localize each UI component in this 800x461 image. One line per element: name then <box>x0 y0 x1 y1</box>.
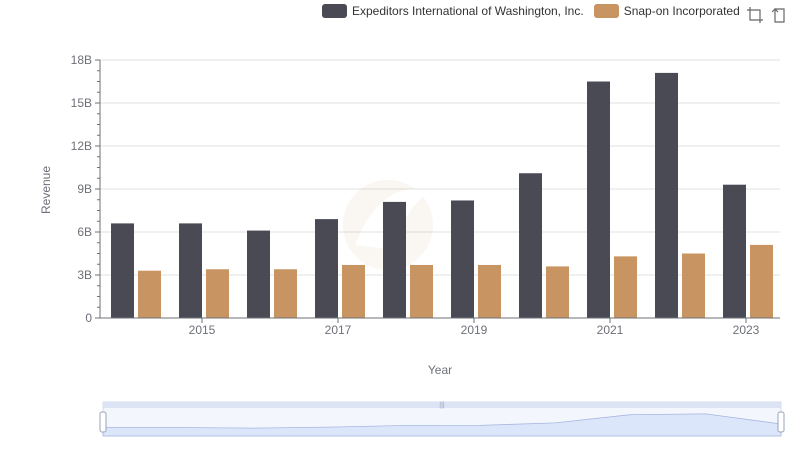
y-tick-label: 15B <box>71 96 92 110</box>
x-tick-label: 2023 <box>733 323 760 337</box>
y-tick-label: 9B <box>77 182 92 196</box>
legend-item-expeditors[interactable]: Expeditors International of Washington, … <box>322 4 584 18</box>
legend: Expeditors International of Washington, … <box>322 4 750 18</box>
bar-expeditors-2015[interactable] <box>179 223 202 318</box>
legend-label-expeditors: Expeditors International of Washington, … <box>352 4 584 18</box>
legend-swatch-snap-on <box>593 4 619 18</box>
bar-expeditors-2017[interactable] <box>315 219 338 318</box>
bar-snap-on-2022[interactable] <box>682 253 705 319</box>
zoom-select-icon[interactable] <box>746 6 764 24</box>
bar-snap-on-2017[interactable] <box>342 264 365 318</box>
bar-snap-on-2018[interactable] <box>410 264 433 318</box>
slider-handle-right[interactable] <box>777 411 785 433</box>
y-axis-label: Revenue <box>39 166 53 214</box>
legend-swatch-expeditors <box>322 4 347 18</box>
zoom-reset-icon[interactable] <box>770 6 788 24</box>
bar-expeditors-2022[interactable] <box>655 72 678 319</box>
bar-expeditors-2020[interactable] <box>519 173 542 318</box>
x-tick-label: 2017 <box>325 323 352 337</box>
bar-snap-on-2016[interactable] <box>274 269 297 318</box>
data-zoom-slider[interactable]: ||| <box>99 401 785 437</box>
y-axis: 0 3B 6B 9B 12B 15B 18B <box>71 53 101 325</box>
bar-snap-on-2015[interactable] <box>206 269 229 318</box>
y-tick-label: 3B <box>77 268 92 282</box>
bar-snap-on-2023[interactable] <box>750 244 773 318</box>
bar-expeditors-2018[interactable] <box>383 201 406 318</box>
slider-top-bar[interactable] <box>103 402 781 408</box>
x-axis-label: Year <box>428 363 452 377</box>
legend-label-snap-on: Snap-on Incorporated <box>623 4 740 18</box>
bar-snap-on-2020[interactable] <box>546 266 569 318</box>
legend-item-snap-on[interactable]: Snap-on Incorporated <box>593 4 740 18</box>
slider-handle-left[interactable] <box>99 411 107 433</box>
y-tick-label: 6B <box>77 225 92 239</box>
y-tick-label: 12B <box>71 139 92 153</box>
bar-expeditors-2021[interactable] <box>587 81 610 319</box>
bar-expeditors-2016[interactable] <box>247 230 270 318</box>
bars <box>111 72 773 319</box>
x-axis: 2015 2017 2019 2021 2023 <box>100 317 780 337</box>
slider-grip-icon[interactable]: ||| <box>439 402 445 409</box>
bar-snap-on-2014[interactable] <box>138 270 161 318</box>
bar-snap-on-2021[interactable] <box>614 256 637 318</box>
bar-snap-on-2019[interactable] <box>478 264 501 318</box>
bar-expeditors-2019[interactable] <box>451 200 474 318</box>
x-tick-label: 2015 <box>189 323 216 337</box>
x-tick-label: 2021 <box>597 323 624 337</box>
bar-expeditors-2014[interactable] <box>111 223 134 318</box>
y-tick-label: 0 <box>85 311 92 325</box>
y-tick-label: 18B <box>71 53 92 67</box>
x-tick-label: 2019 <box>461 323 488 337</box>
bar-expeditors-2023[interactable] <box>723 184 746 318</box>
